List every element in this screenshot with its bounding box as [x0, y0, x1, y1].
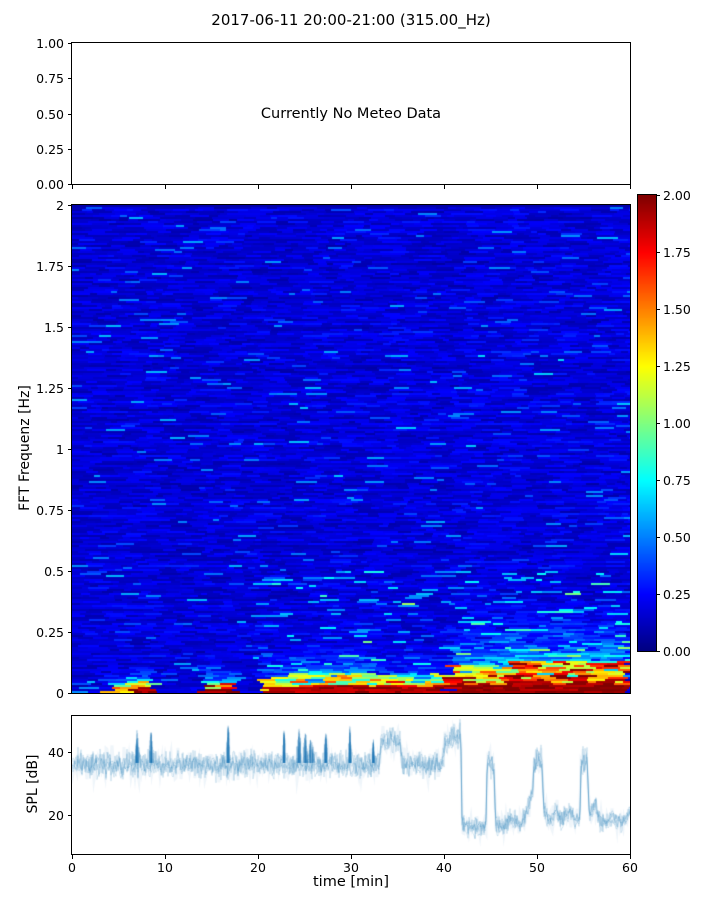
tick-label: 1.75: [663, 245, 691, 260]
tick-mark: [656, 195, 660, 196]
tick-label: 1.5: [44, 320, 64, 335]
tick-mark: [68, 510, 72, 511]
spl-y-axis-label: SPL [dB]: [25, 754, 41, 814]
tick-label: 40: [48, 745, 64, 760]
tick-mark: [444, 185, 445, 189]
tick-mark: [537, 855, 538, 859]
tick-label: 0.25: [663, 587, 691, 602]
tick-label: 0.00: [36, 177, 64, 192]
tick-mark: [68, 184, 72, 185]
tick-mark: [444, 855, 445, 859]
tick-mark: [165, 855, 166, 859]
tick-mark: [68, 388, 72, 389]
spectrogram-panel: [71, 204, 631, 694]
tick-mark: [72, 855, 73, 859]
tick-mark: [351, 855, 352, 859]
tick-label: 20: [250, 860, 266, 875]
tick-mark: [656, 480, 660, 481]
tick-label: 0.50: [36, 107, 64, 122]
tick-label: 0.5: [44, 564, 64, 579]
no-meteo-data-message: Currently No Meteo Data: [260, 105, 442, 122]
tick-label: 0.50: [663, 530, 691, 545]
tick-mark: [68, 266, 72, 267]
tick-mark: [630, 855, 631, 859]
tick-label: 1.00: [663, 416, 691, 431]
tick-mark: [68, 449, 72, 450]
tick-label: 0.25: [36, 625, 64, 640]
figure-title: 2017-06-11 20:00-21:00 (315.00_Hz): [211, 11, 491, 29]
tick-mark: [68, 693, 72, 694]
tick-label: 0.75: [36, 503, 64, 518]
colorbar-gradient: [638, 195, 656, 651]
tick-label: 1.00: [36, 36, 64, 51]
tick-label: 20: [48, 808, 64, 823]
tick-mark: [165, 185, 166, 189]
tick-label: 1.50: [663, 302, 691, 317]
tick-label: 50: [529, 860, 545, 875]
tick-mark: [258, 185, 259, 189]
tick-mark: [68, 149, 72, 150]
tick-mark: [656, 537, 660, 538]
tick-mark: [68, 78, 72, 79]
tick-mark: [656, 366, 660, 367]
tick-mark: [258, 855, 259, 859]
tick-label: 0: [68, 860, 76, 875]
tick-mark: [68, 632, 72, 633]
tick-label: 0.00: [663, 644, 691, 659]
tick-label: 10: [157, 860, 173, 875]
colorbar: [637, 194, 657, 652]
tick-mark: [68, 327, 72, 328]
tick-label: 60: [622, 860, 638, 875]
tick-label: 1: [56, 442, 64, 457]
tick-mark: [72, 185, 73, 189]
tick-mark: [68, 43, 72, 44]
tick-mark: [630, 185, 631, 189]
tick-mark: [537, 185, 538, 189]
tick-mark: [656, 423, 660, 424]
tick-label: 0.75: [36, 71, 64, 86]
tick-mark: [68, 205, 72, 206]
tick-label: 0.25: [36, 142, 64, 157]
tick-label: 1.25: [36, 381, 64, 396]
tick-label: 2: [56, 198, 64, 213]
tick-mark: [68, 114, 72, 115]
spectrogram-heatmap: [72, 205, 630, 693]
tick-label: 1.75: [36, 259, 64, 274]
tick-label: 1.25: [663, 359, 691, 374]
tick-mark: [68, 752, 72, 753]
tick-mark: [656, 651, 660, 652]
tick-label: 40: [436, 860, 452, 875]
tick-label: 30: [343, 860, 359, 875]
tick-mark: [656, 309, 660, 310]
tick-mark: [351, 185, 352, 189]
tick-label: 0: [56, 686, 64, 701]
time-axis-label: time [min]: [312, 874, 390, 890]
tick-mark: [68, 571, 72, 572]
meteo-panel: Currently No Meteo Data: [71, 42, 631, 185]
tick-mark: [68, 815, 72, 816]
spl-panel: [71, 715, 631, 855]
tick-mark: [656, 252, 660, 253]
spl-line-chart: [72, 716, 630, 854]
tick-mark: [656, 594, 660, 595]
tick-label: 0.75: [663, 473, 691, 488]
tick-label: 2.00: [663, 188, 691, 203]
